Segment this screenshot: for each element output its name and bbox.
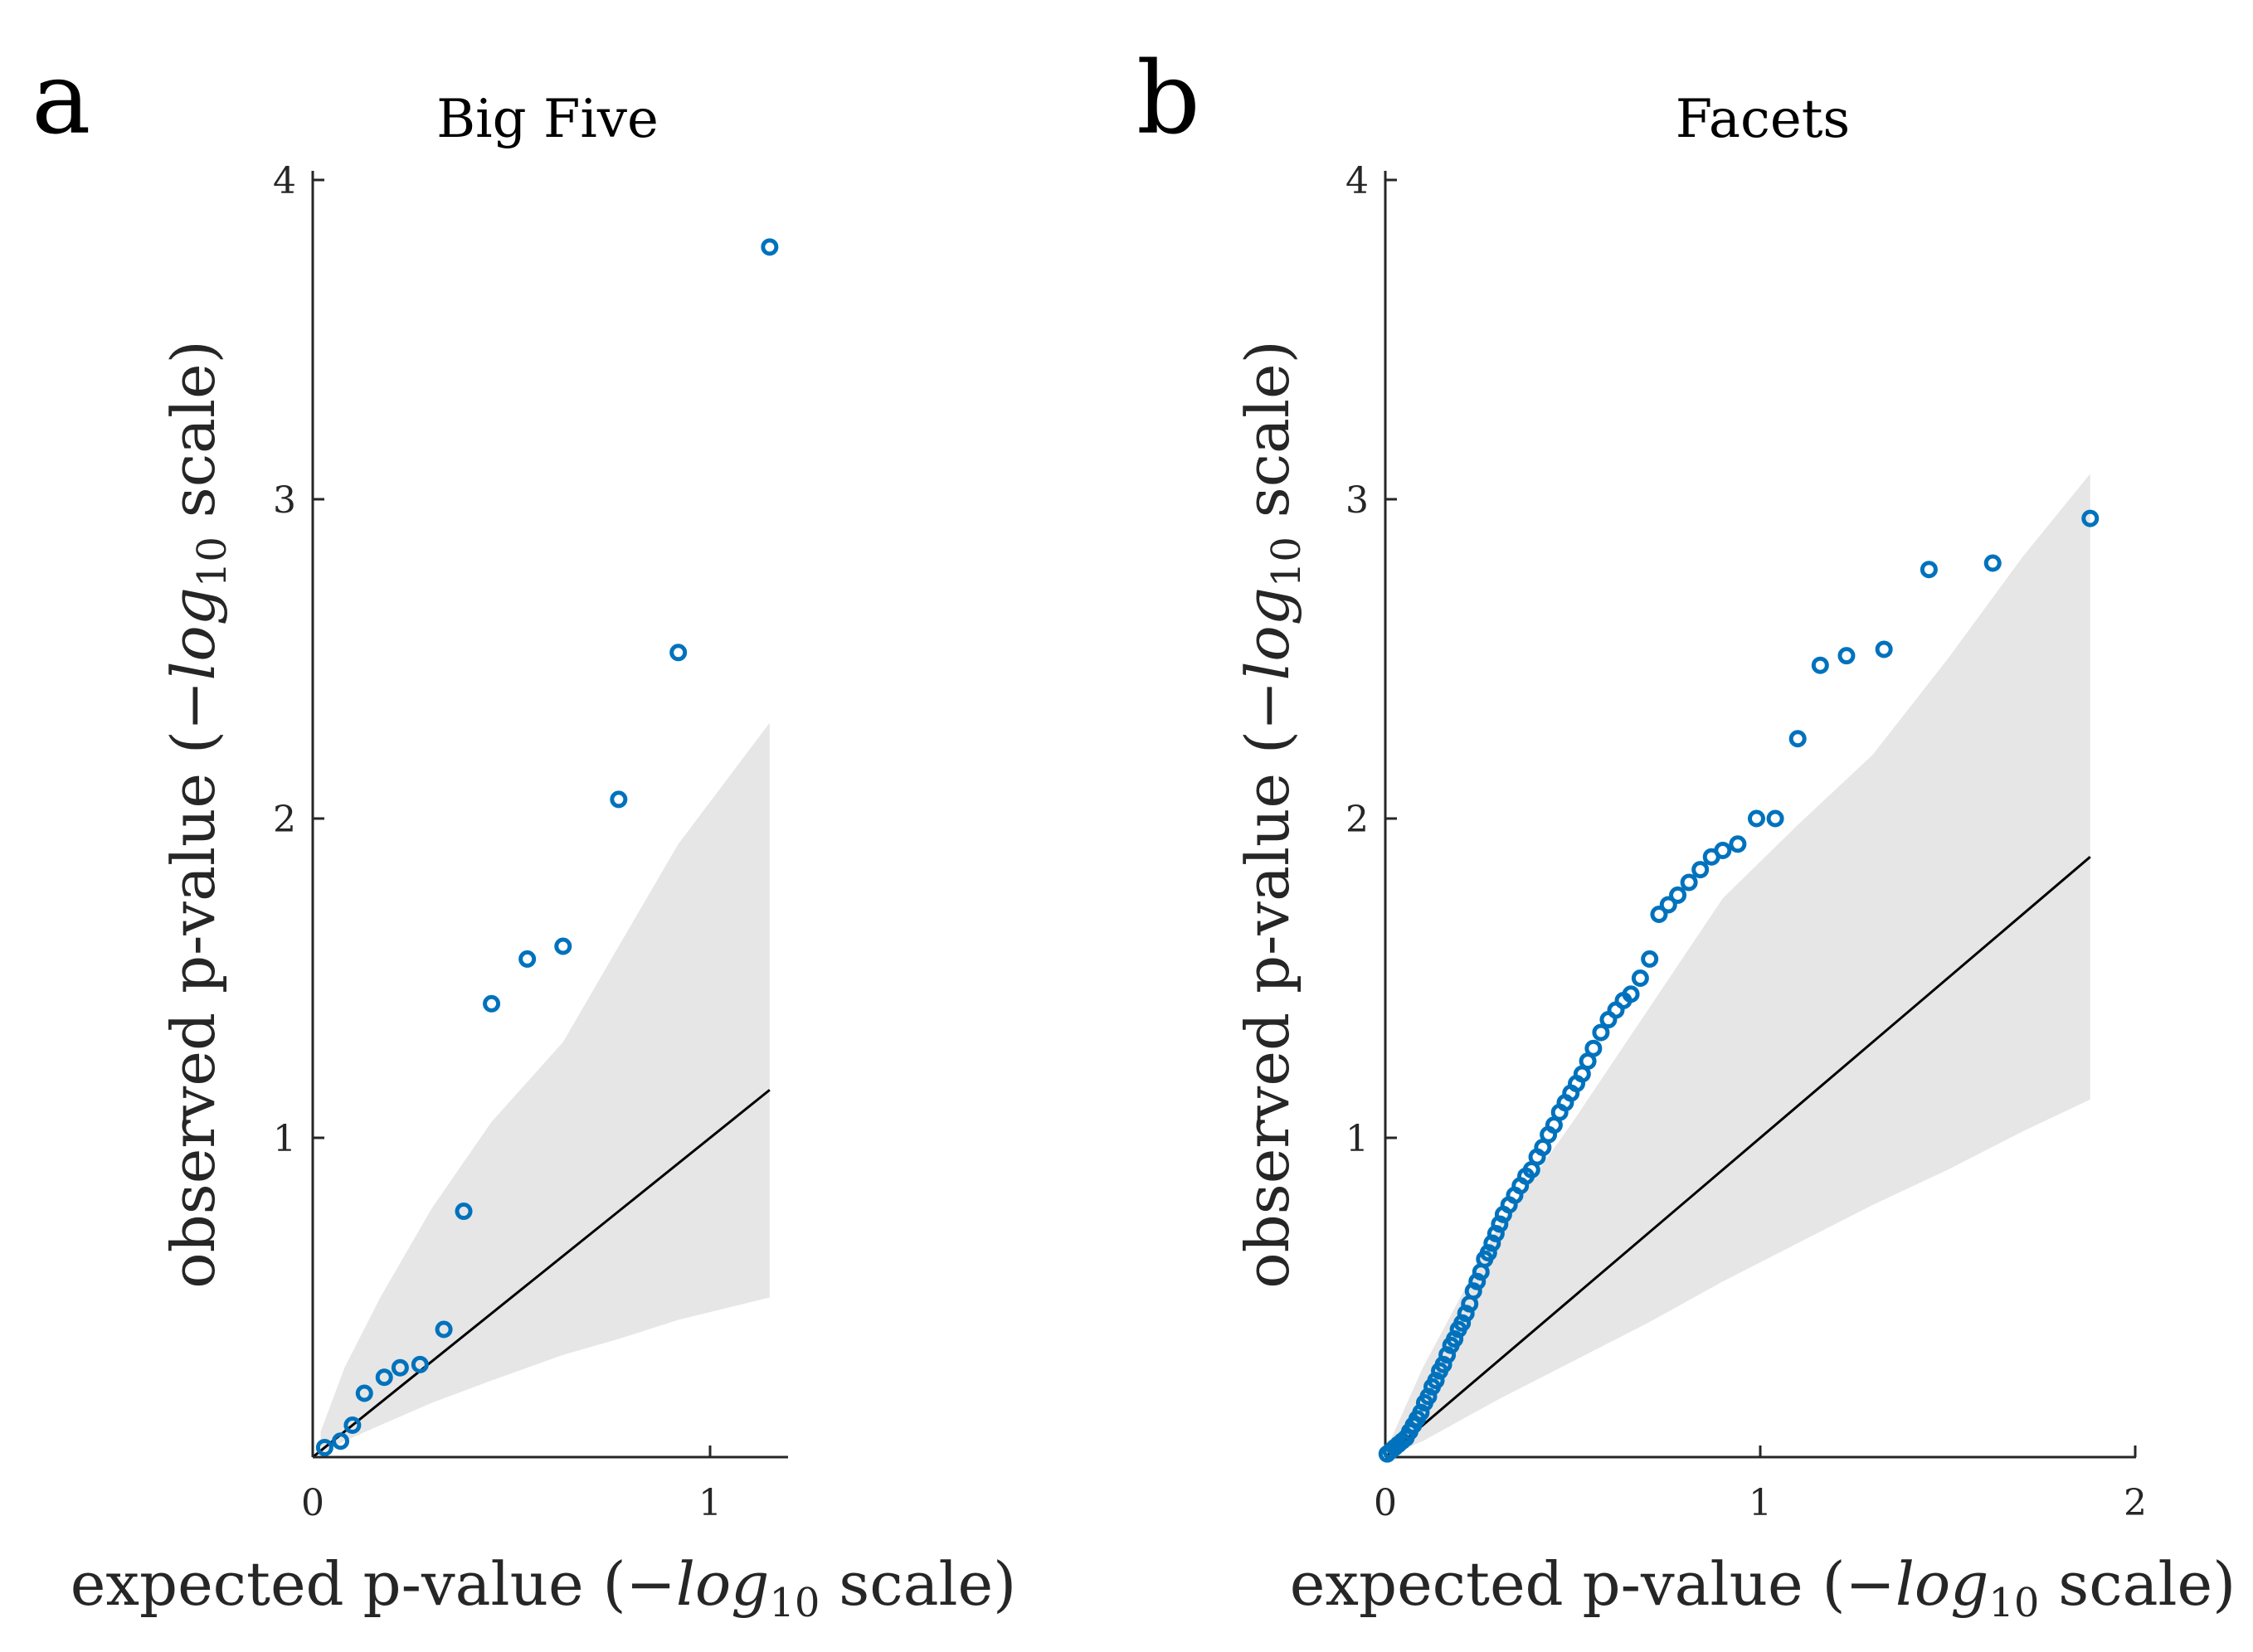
x-axis-label-prefix: expected p-value ( [1290, 1549, 1846, 1619]
y-tick-label: 4 [1345, 160, 1369, 202]
data-point [1622, 985, 1640, 1003]
y-tick-label: 1 [273, 1118, 296, 1160]
confidence-band [320, 722, 770, 1455]
data-point [610, 790, 628, 809]
data-point [455, 1203, 473, 1221]
data-point [1691, 861, 1710, 879]
y-axis-label: observed p-value (−log10 scale) [1233, 340, 1310, 1288]
data-point [1837, 647, 1856, 665]
data-point [355, 1384, 373, 1402]
data-point [343, 1416, 362, 1434]
data-point [761, 238, 779, 256]
y-axis-label-suffix: scale) [1233, 340, 1302, 537]
data-point [435, 1320, 453, 1339]
data-point [2081, 509, 2100, 527]
data-point [375, 1368, 393, 1387]
data-point [1680, 873, 1698, 892]
data-point [1875, 640, 1893, 658]
data-point [1714, 842, 1732, 859]
y-tick-label: 2 [273, 799, 296, 841]
reference-line [312, 1089, 771, 1459]
x-axis-label: expected p-value (−log10 scale) [1290, 1549, 2236, 1626]
x-tick-label: 0 [1374, 1482, 1397, 1524]
data-point [1729, 835, 1747, 853]
data-point [411, 1355, 429, 1373]
y-axis-label-minus: − [158, 681, 228, 731]
data-point [1669, 886, 1687, 904]
x-axis-label-minus: − [626, 1549, 676, 1619]
x-axis-label: expected p-value (−log10 scale) [71, 1549, 1016, 1626]
y-axis-label-prefix: observed p-value ( [1233, 731, 1302, 1289]
data-point [1631, 969, 1649, 987]
data-point [1788, 730, 1807, 748]
y-axis-label-subscript: 10 [189, 537, 236, 587]
confidence-band [1387, 474, 2090, 1456]
y-tick-label: 3 [1345, 479, 1369, 522]
data-point [1659, 896, 1677, 914]
y-axis-label-subscript: 10 [1263, 537, 1310, 587]
x-tick-label: 1 [698, 1482, 722, 1524]
x-axis-label-prefix: expected p-value ( [71, 1549, 626, 1619]
y-axis-label-minus: − [1233, 681, 1302, 731]
x-tick-label: 0 [301, 1482, 324, 1524]
x-axis-label-suffix: scale) [820, 1549, 1016, 1619]
y-axis-label-suffix: scale) [158, 340, 228, 537]
data-point [391, 1358, 409, 1377]
x-tick-label: 2 [2124, 1482, 2147, 1524]
data-point [332, 1432, 350, 1450]
data-point [1641, 950, 1659, 968]
data-point [1592, 1023, 1610, 1042]
y-axis-label-log: log [1233, 587, 1302, 680]
x-axis-label-log: log [676, 1549, 769, 1619]
data-point [1983, 554, 2002, 572]
x-axis-label-log: log [1895, 1549, 1988, 1619]
y-tick-label: 3 [273, 479, 296, 522]
y-tick-label: 4 [273, 160, 296, 202]
y-axis-label-prefix: observed p-value ( [158, 731, 228, 1289]
data-point [669, 644, 688, 662]
x-axis-label-suffix: scale) [2039, 1549, 2236, 1619]
x-axis-label-minus: − [1846, 1549, 1895, 1619]
chart-title: Facets [1676, 89, 1851, 150]
panel-a: 0 1 1 2 3 4 Big Five a expected p-value (−log10 … [32, 41, 1016, 1626]
data-point [1650, 906, 1668, 923]
x-axis-label-subscript: 10 [769, 1580, 820, 1626]
chart-title: Big Five [436, 89, 659, 150]
x-axis-label-subscript: 10 [1988, 1580, 2039, 1626]
x-tick-label: 1 [1749, 1482, 1772, 1524]
reference-line [1384, 856, 2091, 1459]
panel-label: b [1136, 41, 1200, 157]
data-point [1766, 809, 1784, 828]
data-point [518, 950, 537, 968]
data-point [1747, 809, 1765, 828]
data-point [1811, 656, 1829, 674]
y-tick-label: 1 [1345, 1118, 1369, 1160]
y-axis-label: observed p-value (−log10 scale) [158, 340, 236, 1288]
panel-label: a [32, 41, 91, 157]
data-point [483, 994, 501, 1013]
data-point [1920, 561, 1938, 579]
data-point [1584, 1039, 1603, 1057]
data-point [315, 1438, 333, 1456]
data-point [554, 937, 572, 955]
y-axis-label-log: log [158, 587, 228, 680]
y-tick-label: 2 [1345, 799, 1369, 841]
